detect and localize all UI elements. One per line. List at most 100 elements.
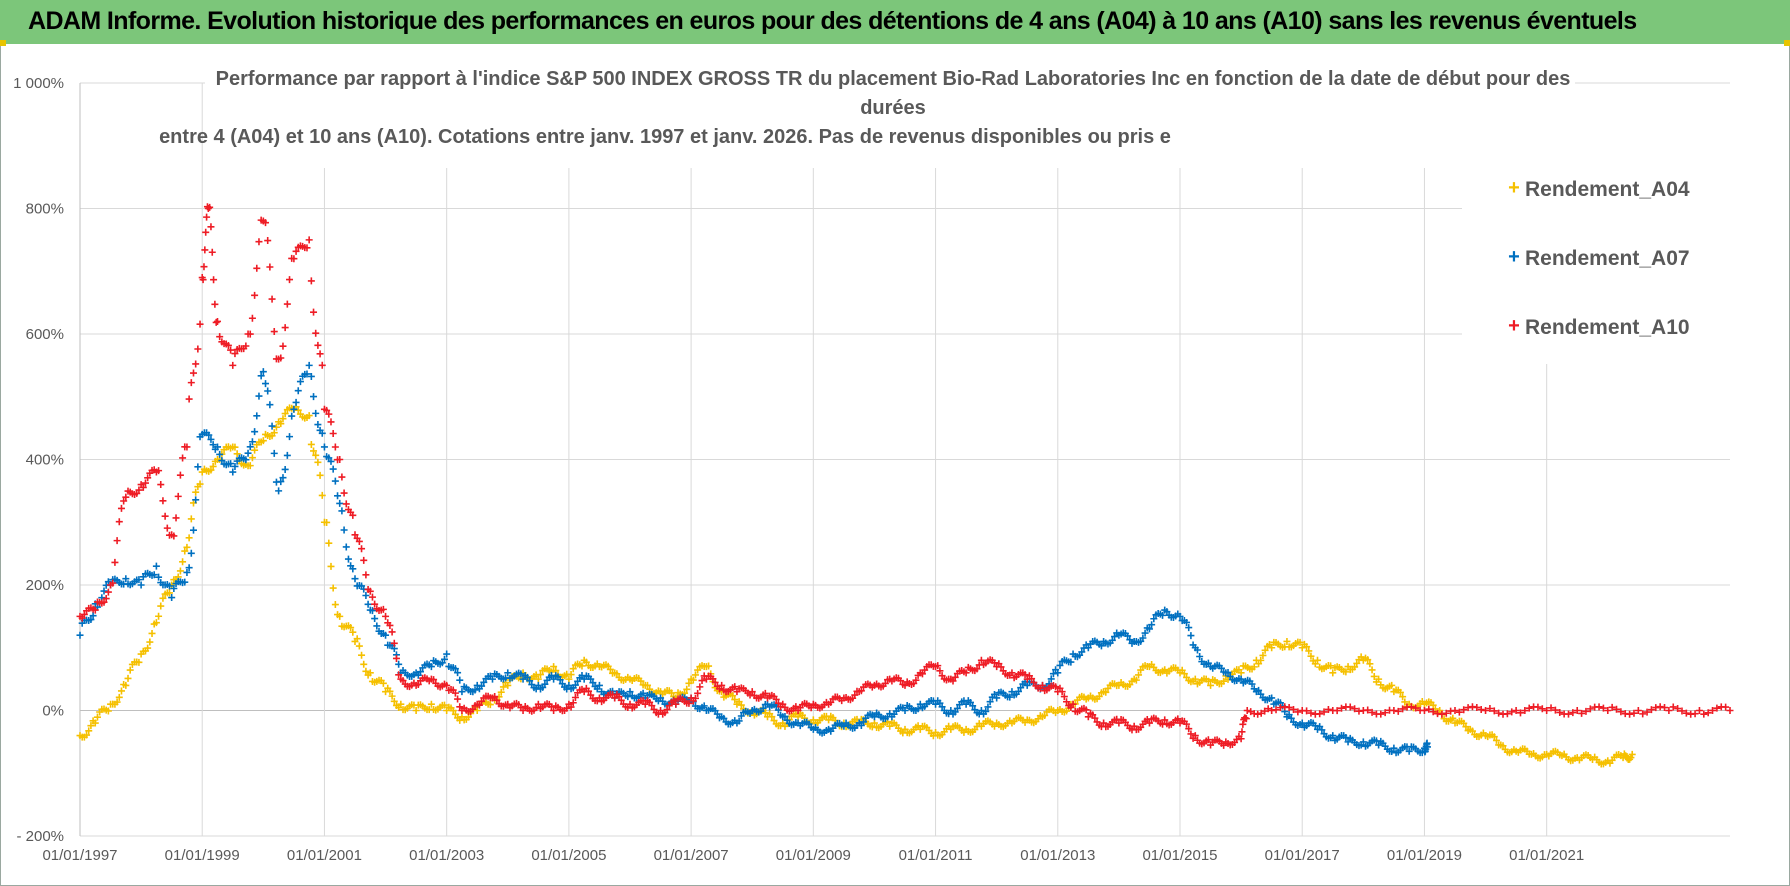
data-point-interp: [325, 539, 333, 547]
data-point: [1084, 713, 1092, 721]
data-point: [473, 707, 481, 714]
data-point-interp: [949, 677, 957, 685]
data-point-interp: [1135, 671, 1143, 679]
data-point-interp: [1564, 710, 1572, 718]
data-point-interp: [587, 691, 595, 699]
data-point-interp: [85, 727, 93, 735]
data-point: [1451, 707, 1459, 714]
data-point-interp: [537, 671, 545, 679]
data-point-interp: [499, 683, 507, 691]
data-point-interp: [454, 669, 462, 677]
data-point: [718, 681, 726, 689]
data-point-interp: [231, 443, 239, 451]
data-point-interp: [430, 676, 438, 684]
data-point-interp: [1438, 710, 1446, 718]
data-point-interp: [251, 446, 259, 454]
data-point: [977, 656, 985, 664]
data-point-interp: [772, 695, 780, 703]
data-point-interp: [349, 628, 357, 636]
data-point-interp: [181, 578, 189, 586]
x-tick-label: 01/01/2017: [1265, 847, 1340, 864]
data-point: [214, 317, 221, 325]
data-point-interp: [689, 676, 697, 684]
data-point-interp: [860, 718, 868, 726]
x-axis-ticks: 01/01/1997 01/01/1999 01/01/2001 01/01/2003…: [42, 847, 1584, 864]
data-point: [1268, 694, 1276, 702]
data-point-interp: [141, 479, 149, 487]
data-point-interp: [705, 662, 713, 670]
data-point-interp: [224, 341, 232, 349]
data-point-interp: [1477, 706, 1485, 714]
data-point-interp: [1709, 706, 1717, 714]
data-point-interp: [1351, 705, 1359, 713]
data-point-interp: [1643, 708, 1651, 716]
data-point-interp: [585, 687, 593, 695]
data-point-interp: [1455, 708, 1463, 716]
data-point: [351, 575, 359, 583]
data-point: [1375, 675, 1383, 683]
data-point-interp: [303, 370, 311, 378]
data-point: [1161, 716, 1169, 724]
data-point: [1726, 707, 1734, 714]
data-point-interp: [1351, 663, 1359, 671]
data-point-interp: [414, 671, 422, 679]
data-point: [641, 700, 649, 708]
data-point-interp: [104, 588, 112, 596]
data-point-interp: [1030, 678, 1038, 686]
data-point-interp: [1582, 707, 1590, 715]
data-point: [1634, 707, 1642, 714]
x-tick-label: 01/01/2011: [899, 847, 973, 864]
data-point-interp: [1569, 709, 1577, 717]
data-point-interp: [310, 308, 318, 316]
data-point-interp: [567, 671, 575, 679]
data-point-interp: [200, 263, 208, 271]
data-point-interp: [857, 687, 865, 695]
data-point-interp: [283, 300, 291, 308]
data-point-interp: [1661, 704, 1669, 712]
data-point-interp: [1647, 706, 1655, 714]
data-point-interp: [936, 667, 944, 675]
x-tick-label: 01/01/2009: [776, 847, 851, 864]
data-point-interp: [307, 372, 315, 380]
data-point-interp: [556, 676, 564, 684]
data-point-interp: [1503, 710, 1511, 718]
data-point-interp: [310, 447, 318, 455]
data-point: [204, 205, 212, 212]
data-point-interp: [279, 342, 287, 350]
data-point: [1268, 644, 1276, 652]
data-point-interp: [202, 228, 210, 236]
data-point-interp: [1704, 709, 1712, 717]
data-point-interp: [587, 675, 595, 683]
data-point-interp: [1534, 703, 1542, 711]
data-point: [382, 612, 390, 620]
data-point: [1283, 637, 1291, 645]
data-point-interp: [251, 428, 259, 436]
data-point-interp: [310, 393, 318, 401]
data-point-interp: [1691, 710, 1699, 718]
data-point-interp: [918, 670, 926, 678]
data-point-interp: [227, 460, 235, 468]
data-point: [382, 631, 390, 639]
data-point: [1573, 707, 1581, 714]
data-point-interp: [342, 543, 350, 551]
data-point: [1390, 744, 1398, 752]
chart-legend: + Rendement_A04 + Rendement_A07 + Rendem…: [1462, 139, 1737, 364]
data-point-interp: [768, 713, 776, 721]
data-point-interp: [1407, 703, 1415, 711]
data-point-interp: [93, 713, 101, 721]
data-point-interp: [914, 705, 922, 713]
data-point-interp: [179, 454, 187, 462]
data-point-interp: [571, 681, 579, 689]
data-point-interp: [547, 703, 555, 711]
data-point-interp: [1187, 730, 1195, 738]
data-point-interp: [851, 691, 859, 699]
data-point-interp: [951, 673, 959, 681]
data-point-interp: [266, 401, 274, 409]
data-point-interp: [737, 712, 745, 720]
data-point-interp: [281, 465, 289, 473]
data-point-interp: [194, 463, 202, 471]
data-point-interp: [1285, 703, 1293, 711]
data-point: [626, 700, 634, 708]
data-point-interp: [1041, 711, 1049, 719]
data-point-interp: [100, 598, 108, 606]
